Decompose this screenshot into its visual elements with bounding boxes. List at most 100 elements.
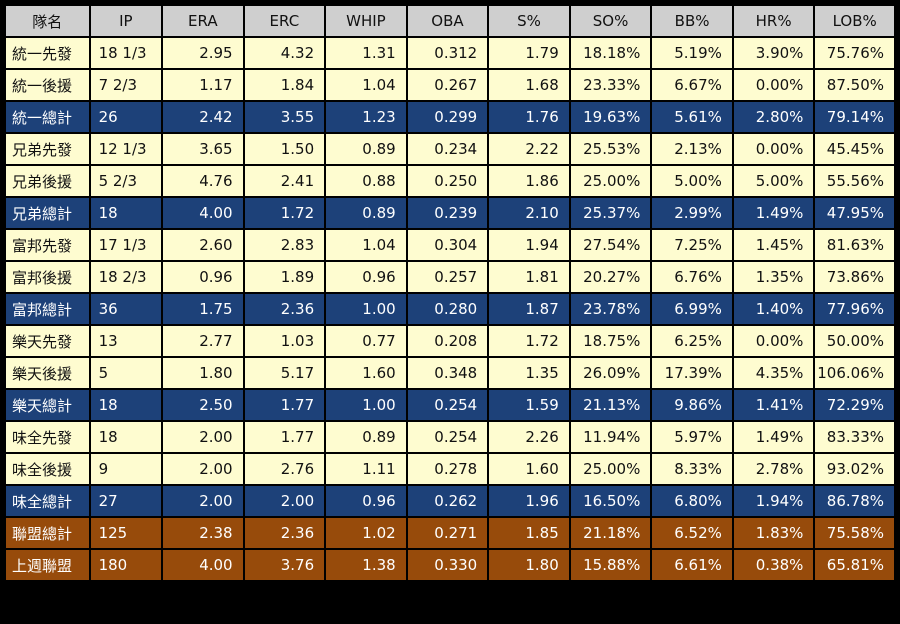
- cell-s-pct: 1.68: [489, 70, 569, 100]
- cell-lob-pct: 86.78%: [815, 486, 894, 516]
- cell-hr-pct: 1.49%: [733, 198, 814, 228]
- cell-lob-pct: 73.86%: [815, 262, 894, 292]
- cell-team: 統一總計: [6, 102, 89, 132]
- cell-bb-pct: 6.67%: [652, 70, 732, 100]
- table-row[interactable]: 統一總計 26 2.42 3.55 1.23 0.299 1.76 19.63% 5.61% 2.…: [6, 102, 894, 132]
- cell-bb-pct: 6.25%: [652, 326, 732, 356]
- column-header-lob-pct[interactable]: LOB%: [815, 6, 894, 36]
- cell-oba: 0.304: [407, 230, 488, 260]
- cell-hr-pct: 1.35%: [733, 262, 814, 292]
- cell-so-pct: 23.78%: [570, 294, 651, 324]
- cell-ip: 12 1/3: [90, 134, 162, 164]
- column-header-s-pct[interactable]: S%: [489, 6, 569, 36]
- cell-erc: 3.76: [244, 550, 325, 580]
- cell-hr-pct: 0.00%: [733, 134, 814, 164]
- column-header-oba[interactable]: OBA: [407, 6, 488, 36]
- cell-s-pct: 1.35: [489, 358, 569, 388]
- cell-whip: 1.00: [326, 294, 406, 324]
- cell-bb-pct: 8.33%: [652, 454, 732, 484]
- table-row[interactable]: 統一後援 7 2/3 1.17 1.84 1.04 0.267 1.68 23.33% 6.67…: [6, 70, 894, 100]
- cell-ip: 18: [90, 198, 162, 228]
- cell-ip: 26: [90, 102, 162, 132]
- cell-so-pct: 20.27%: [570, 262, 651, 292]
- cell-ip: 5 2/3: [90, 166, 162, 196]
- cell-team: 味全先發: [6, 422, 89, 452]
- cell-whip: 1.04: [326, 230, 406, 260]
- cell-lob-pct: 65.81%: [815, 550, 894, 580]
- cell-bb-pct: 17.39%: [652, 358, 732, 388]
- column-header-hr-pct[interactable]: HR%: [733, 6, 814, 36]
- cell-erc: 5.17: [244, 358, 325, 388]
- table-row[interactable]: 樂天總計 18 2.50 1.77 1.00 0.254 1.59 21.13% 9.86% 1.…: [6, 390, 894, 420]
- cell-erc: 2.00: [244, 486, 325, 516]
- table-row[interactable]: 兄弟後援 5 2/3 4.76 2.41 0.88 0.250 1.86 25.00% 5.00…: [6, 166, 894, 196]
- cell-lob-pct: 50.00%: [815, 326, 894, 356]
- cell-team: 上週聯盟: [6, 550, 89, 580]
- table-row[interactable]: 味全總計 27 2.00 2.00 0.96 0.262 1.96 16.50% 6.80% 1.…: [6, 486, 894, 516]
- cell-team: 樂天先發: [6, 326, 89, 356]
- cell-erc: 1.03: [244, 326, 325, 356]
- table-row[interactable]: 兄弟總計 18 4.00 1.72 0.89 0.239 2.10 25.37% 2.99% 1.…: [6, 198, 894, 228]
- cell-era: 2.00: [163, 454, 243, 484]
- cell-s-pct: 2.10: [489, 198, 569, 228]
- column-header-era[interactable]: ERA: [163, 6, 243, 36]
- cell-era: 1.80: [163, 358, 243, 388]
- cell-ip: 18: [90, 390, 162, 420]
- table-row[interactable]: 統一先發 18 1/3 2.95 4.32 1.31 0.312 1.79 18.18% 5.1…: [6, 38, 894, 68]
- cell-erc: 1.72: [244, 198, 325, 228]
- table-row[interactable]: 聯盟總計 125 2.38 2.36 1.02 0.271 1.85 21.18% 6.52% 1…: [6, 518, 894, 548]
- cell-erc: 2.36: [244, 518, 325, 548]
- column-header-bb-pct[interactable]: BB%: [652, 6, 732, 36]
- cell-lob-pct: 72.29%: [815, 390, 894, 420]
- cell-era: 2.95: [163, 38, 243, 68]
- table-row[interactable]: 富邦後援 18 2/3 0.96 1.89 0.96 0.257 1.81 20.27% 6.7…: [6, 262, 894, 292]
- column-header-team[interactable]: 隊名: [6, 6, 89, 36]
- cell-erc: 1.77: [244, 390, 325, 420]
- column-header-ip[interactable]: IP: [90, 6, 162, 36]
- cell-team: 味全後援: [6, 454, 89, 484]
- cell-oba: 0.278: [407, 454, 488, 484]
- table-row[interactable]: 味全先發 18 2.00 1.77 0.89 0.254 2.26 11.94% 5.97% 1.…: [6, 422, 894, 452]
- cell-s-pct: 1.80: [489, 550, 569, 580]
- cell-team: 聯盟總計: [6, 518, 89, 548]
- cell-so-pct: 18.75%: [570, 326, 651, 356]
- cell-so-pct: 18.18%: [570, 38, 651, 68]
- cell-s-pct: 1.96: [489, 486, 569, 516]
- cell-bb-pct: 5.00%: [652, 166, 732, 196]
- cell-team: 樂天總計: [6, 390, 89, 420]
- table-row[interactable]: 樂天後援 5 1.80 5.17 1.60 0.348 1.35 26.09% 17.39% 4.…: [6, 358, 894, 388]
- table-row[interactable]: 兄弟先發 12 1/3 3.65 1.50 0.89 0.234 2.22 25.53% 2.1…: [6, 134, 894, 164]
- cell-hr-pct: 0.38%: [733, 550, 814, 580]
- cell-s-pct: 1.86: [489, 166, 569, 196]
- cell-era: 4.00: [163, 550, 243, 580]
- cell-s-pct: 1.81: [489, 262, 569, 292]
- cell-so-pct: 21.18%: [570, 518, 651, 548]
- table-row[interactable]: 味全後援 9 2.00 2.76 1.11 0.278 1.60 25.00% 8.33% 2.7…: [6, 454, 894, 484]
- cell-so-pct: 25.00%: [570, 166, 651, 196]
- cell-ip: 27: [90, 486, 162, 516]
- cell-whip: 0.89: [326, 198, 406, 228]
- cell-bb-pct: 2.13%: [652, 134, 732, 164]
- table-row[interactable]: 富邦先發 17 1/3 2.60 2.83 1.04 0.304 1.94 27.54% 7.2…: [6, 230, 894, 260]
- cell-team: 味全總計: [6, 486, 89, 516]
- cell-s-pct: 1.94: [489, 230, 569, 260]
- header-row: 隊名 IP ERA ERC WHIP OBA S% SO% BB% HR% LO…: [6, 6, 894, 36]
- column-header-so-pct[interactable]: SO%: [570, 6, 651, 36]
- table-row[interactable]: 上週聯盟 180 4.00 3.76 1.38 0.330 1.80 15.88% 6.61% 0…: [6, 550, 894, 580]
- cell-hr-pct: 0.00%: [733, 326, 814, 356]
- cell-whip: 1.23: [326, 102, 406, 132]
- cell-era: 3.65: [163, 134, 243, 164]
- cell-oba: 0.330: [407, 550, 488, 580]
- cell-lob-pct: 55.56%: [815, 166, 894, 196]
- cell-whip: 1.38: [326, 550, 406, 580]
- column-header-whip[interactable]: WHIP: [326, 6, 406, 36]
- cell-era: 2.50: [163, 390, 243, 420]
- cell-whip: 1.31: [326, 38, 406, 68]
- cell-team: 統一先發: [6, 38, 89, 68]
- table-row[interactable]: 樂天先發 13 2.77 1.03 0.77 0.208 1.72 18.75% 6.25% 0.…: [6, 326, 894, 356]
- cell-lob-pct: 81.63%: [815, 230, 894, 260]
- cell-s-pct: 1.72: [489, 326, 569, 356]
- column-header-erc[interactable]: ERC: [244, 6, 325, 36]
- table-row[interactable]: 富邦總計 36 1.75 2.36 1.00 0.280 1.87 23.78% 6.99% 1.…: [6, 294, 894, 324]
- cell-oba: 0.271: [407, 518, 488, 548]
